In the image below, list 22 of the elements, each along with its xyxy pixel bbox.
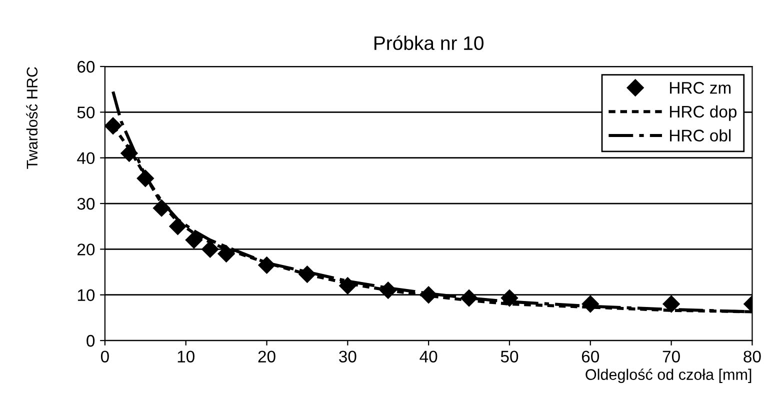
y-tick-label: 30 — [77, 198, 95, 210]
x-tick-label: 50 — [500, 350, 518, 362]
legend-label: HRC dop — [670, 105, 737, 121]
x-tick-label: 60 — [582, 350, 600, 362]
x-tick-label: 20 — [258, 350, 276, 362]
x-axis-title: Oldeglość od czoła [mm] — [586, 368, 752, 383]
legend-label: HRC zm — [670, 82, 731, 94]
chart-title: Próbka nr 10 — [374, 36, 484, 50]
y-tick-label: 50 — [77, 106, 95, 118]
x-tick-label: 70 — [662, 350, 680, 362]
x-tick-label: 10 — [178, 350, 194, 362]
y-tick-label: 0 — [86, 334, 95, 347]
y-tick-label: 10 — [78, 289, 95, 302]
y-tick-label: 40 — [77, 152, 95, 164]
x-tick-label: 80 — [744, 350, 761, 362]
y-axis-title: Twardość HRC — [26, 67, 38, 169]
x-tick-label: 0 — [100, 350, 109, 362]
y-tick-label: 60 — [78, 60, 95, 73]
x-tick-label: 40 — [420, 350, 438, 362]
y-tick-label: 20 — [78, 244, 95, 256]
x-tick-label: 30 — [339, 350, 356, 362]
legend-label: HRC obl — [670, 129, 731, 142]
